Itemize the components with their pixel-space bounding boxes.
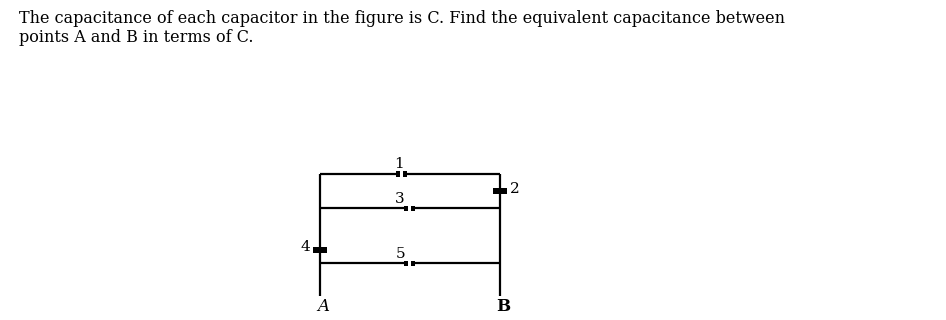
Text: 5: 5: [395, 247, 405, 261]
Text: 4: 4: [300, 241, 310, 254]
Text: 1: 1: [394, 157, 404, 171]
Text: B: B: [496, 298, 510, 315]
Text: 3: 3: [395, 192, 405, 206]
Text: 2: 2: [510, 181, 519, 196]
Text: A: A: [317, 298, 329, 315]
Text: The capacitance of each capacitor in the figure is C. Find the equivalent capaci: The capacitance of each capacitor in the…: [19, 10, 785, 46]
